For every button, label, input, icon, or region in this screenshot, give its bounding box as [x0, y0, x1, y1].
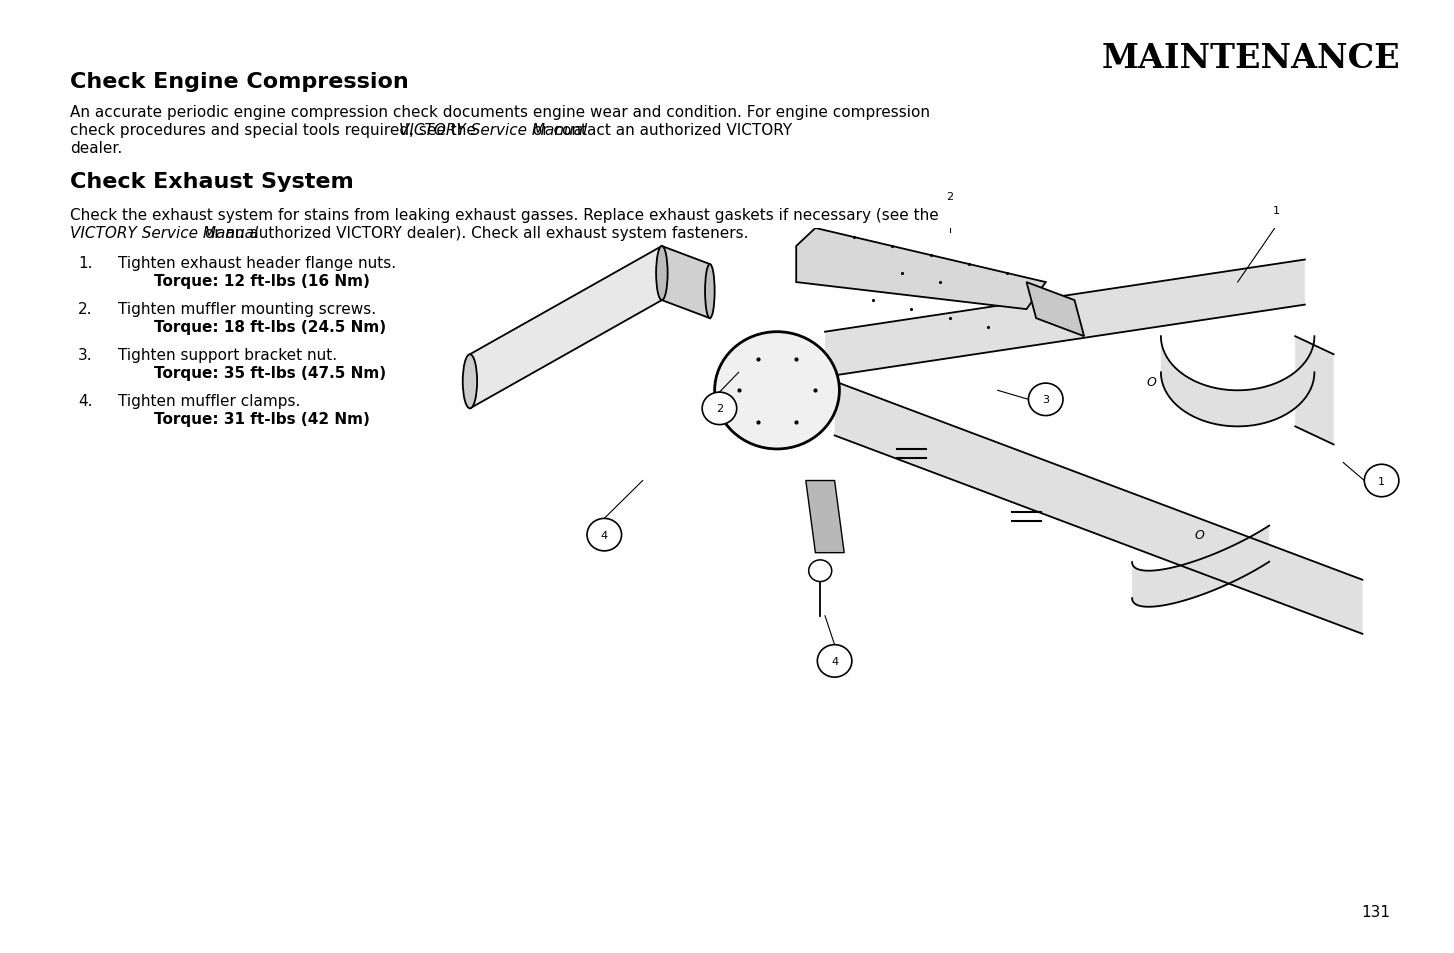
- Polygon shape: [806, 481, 845, 553]
- Text: MAINTENANCE: MAINTENANCE: [1101, 42, 1400, 75]
- Text: VICTORY Service Manual: VICTORY Service Manual: [70, 226, 259, 241]
- Circle shape: [817, 645, 852, 678]
- Text: 2: 2: [715, 404, 723, 414]
- Text: Check Engine Compression: Check Engine Compression: [70, 71, 409, 91]
- Text: 3: 3: [1043, 395, 1050, 405]
- Text: 4.: 4.: [79, 394, 93, 409]
- Text: 1: 1: [1272, 206, 1280, 215]
- Polygon shape: [1027, 283, 1085, 336]
- Circle shape: [1259, 194, 1293, 227]
- Text: 2: 2: [947, 193, 954, 202]
- Text: or contact an authorized VICTORY: or contact an authorized VICTORY: [528, 123, 792, 138]
- Text: O: O: [1146, 375, 1156, 389]
- Circle shape: [587, 518, 621, 551]
- Ellipse shape: [656, 247, 667, 301]
- Text: Tighten exhaust header flange nuts.: Tighten exhaust header flange nuts.: [118, 255, 395, 271]
- Text: Torque: 12 ft-lbs (16 Nm): Torque: 12 ft-lbs (16 Nm): [154, 274, 369, 289]
- Circle shape: [1028, 384, 1063, 416]
- Text: Tighten support bracket nut.: Tighten support bracket nut.: [118, 348, 337, 363]
- Circle shape: [702, 393, 737, 425]
- Text: Check Exhaust System: Check Exhaust System: [70, 172, 353, 192]
- Text: 4: 4: [601, 530, 608, 540]
- Circle shape: [932, 181, 967, 213]
- Text: Tighten muffler clamps.: Tighten muffler clamps.: [118, 394, 301, 409]
- Text: 3.: 3.: [79, 348, 93, 363]
- Text: 4: 4: [832, 657, 838, 666]
- Text: 2.: 2.: [79, 302, 93, 316]
- Text: dealer.: dealer.: [70, 141, 122, 156]
- Text: check procedures and special tools required, see the: check procedures and special tools requi…: [70, 123, 481, 138]
- Text: Check the exhaust system for stains from leaking exhaust gasses. Replace exhaust: Check the exhaust system for stains from…: [70, 208, 939, 223]
- Text: Tighten muffler mounting screws.: Tighten muffler mounting screws.: [118, 302, 377, 316]
- Circle shape: [1364, 465, 1399, 497]
- Text: or an authorized VICTORY dealer). Check all exhaust system fasteners.: or an authorized VICTORY dealer). Check …: [199, 226, 747, 241]
- Text: VICTORY Service Manual: VICTORY Service Manual: [398, 123, 587, 138]
- Text: 131: 131: [1361, 904, 1390, 919]
- Text: Torque: 18 ft-lbs (24.5 Nm): Torque: 18 ft-lbs (24.5 Nm): [154, 319, 387, 335]
- Ellipse shape: [705, 265, 715, 319]
- Text: 1.: 1.: [79, 255, 93, 271]
- Text: An accurate periodic engine compression check documents engine wear and conditio: An accurate periodic engine compression …: [70, 105, 931, 120]
- Circle shape: [714, 333, 839, 450]
- Text: O: O: [1194, 529, 1204, 541]
- Text: Torque: 35 ft-lbs (47.5 Nm): Torque: 35 ft-lbs (47.5 Nm): [154, 366, 387, 380]
- Polygon shape: [470, 247, 662, 409]
- Text: Torque: 31 ft-lbs (42 Nm): Torque: 31 ft-lbs (42 Nm): [154, 412, 369, 427]
- Polygon shape: [662, 247, 710, 319]
- Polygon shape: [797, 229, 1045, 310]
- Text: 1: 1: [1378, 476, 1386, 486]
- Ellipse shape: [462, 355, 477, 409]
